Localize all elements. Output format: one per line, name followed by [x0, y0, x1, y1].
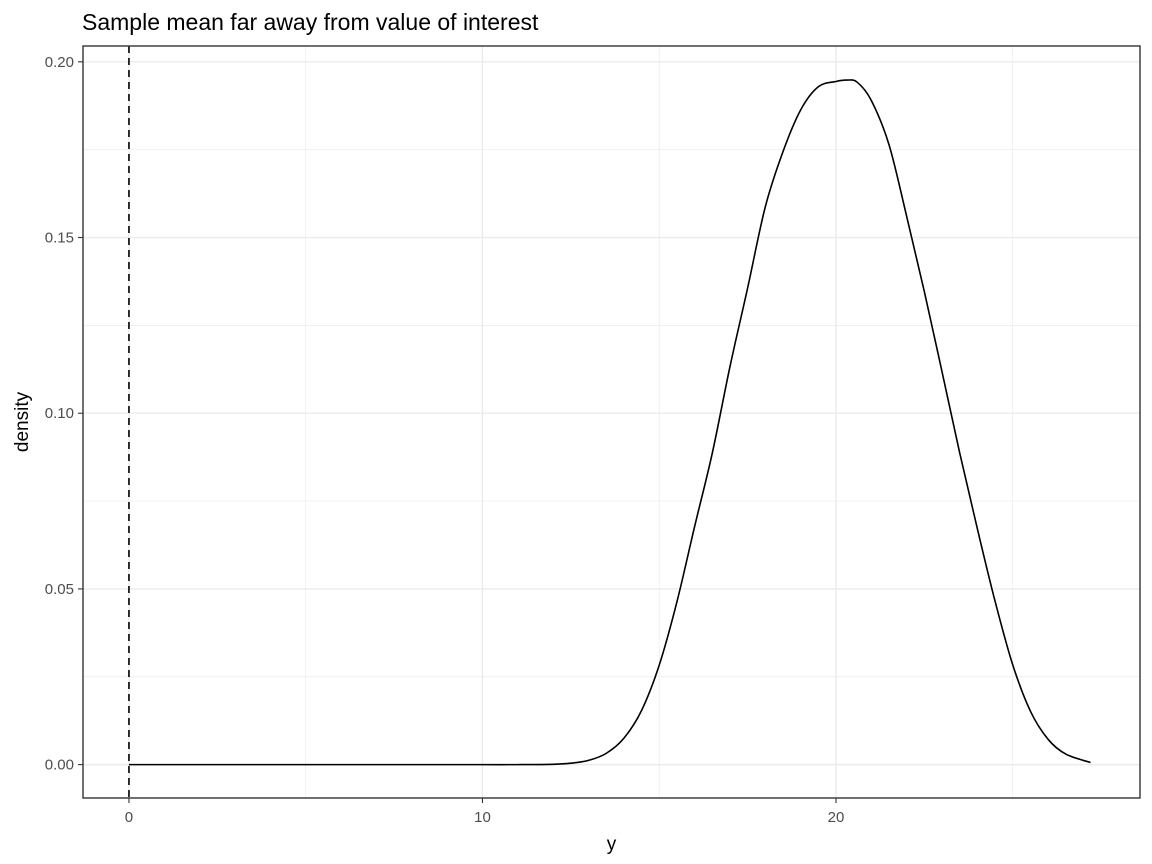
y-tick-label: 0.05	[45, 581, 74, 598]
y-tick-label: 0.10	[45, 405, 74, 422]
grid-lines	[83, 46, 1140, 798]
x-tick-label: 0	[125, 809, 133, 826]
density-series	[128, 79, 1091, 766]
x-tick-label: 10	[474, 809, 491, 826]
x-tick-label: 20	[828, 809, 845, 826]
chart-title: Sample mean far away from value of inter…	[82, 9, 539, 35]
axis-ticks: 0 10 20 0.00 0.05 0.10 0.15 0.20	[45, 54, 845, 826]
density-line	[128, 79, 1091, 766]
y-tick-label: 0.00	[45, 757, 74, 774]
y-axis-title: density	[12, 391, 33, 452]
y-tick-label: 0.15	[45, 230, 74, 247]
plot-panel-border	[82, 45, 1141, 799]
x-axis-title: y	[607, 834, 617, 855]
y-tick-label: 0.20	[45, 54, 74, 71]
